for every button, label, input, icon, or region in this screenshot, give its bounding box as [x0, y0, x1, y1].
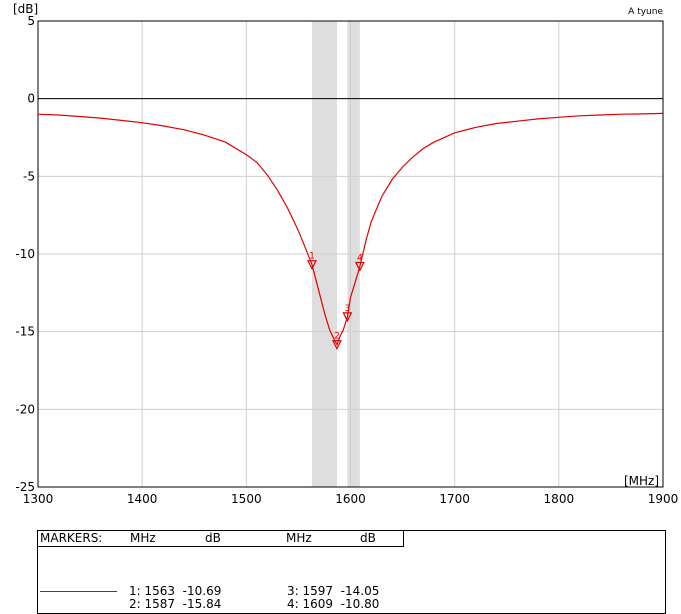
chart-title-right: A tyune — [628, 7, 663, 17]
series-legend-line — [40, 591, 117, 592]
x-tick-label: 1700 — [439, 492, 470, 506]
chart: 1300 1400 1500 1600 1700 1800 1900 5 0 -5 -10 -15 -… — [13, 2, 679, 506]
x-tick-label: 1600 — [335, 492, 366, 506]
marker-table: MARKERS: MHz dB MHz dB 1: 1563 -10.69 3:… — [37, 530, 666, 614]
x-axis-unit: [MHz] — [624, 474, 659, 488]
x-tick-label: 1900 — [648, 492, 679, 506]
plot-frame — [37, 20, 664, 488]
db-column-header: dB — [360, 531, 376, 545]
x-tick-label: 1400 — [127, 492, 158, 506]
marker-triangle — [331, 340, 342, 351]
marker-triangle — [354, 261, 365, 272]
y-tick-label: 5 — [27, 14, 35, 28]
x-tick-label: 1800 — [544, 492, 575, 506]
markers: 1 2 3 4 — [306, 252, 365, 351]
y-tick-labels: 5 0 -5 -10 -15 -20 -25 — [15, 14, 35, 494]
x-tick-label: 1500 — [231, 492, 262, 506]
y-tick-label: -15 — [15, 325, 35, 339]
grid-lines — [37, 20, 664, 488]
y-tick-label: -10 — [15, 247, 35, 261]
marker-row: 1: 1563 -10.69 — [129, 584, 222, 598]
marker-row: 4: 1609 -10.80 — [287, 597, 380, 611]
marker-label: 1 — [309, 252, 315, 262]
marker-triangle — [342, 312, 353, 323]
y-tick-label: -5 — [23, 169, 35, 183]
mhz-column-header: MHz — [286, 531, 312, 545]
series-line — [37, 112, 664, 347]
y-axis-unit: [dB] — [13, 2, 38, 16]
markers-header-label: MARKERS: — [40, 531, 103, 545]
db-column-header: dB — [205, 531, 221, 545]
marker-triangle — [306, 260, 317, 271]
x-tick-label: 1300 — [23, 492, 54, 506]
marker-row: 3: 1597 -14.05 — [287, 584, 380, 598]
mhz-column-header: MHz — [130, 531, 156, 545]
marker-row: 2: 1587 -15.84 — [129, 597, 222, 611]
y-tick-label: -25 — [15, 480, 35, 494]
marker-label: 4 — [357, 253, 363, 263]
marker-label: 2 — [334, 332, 340, 342]
y-tick-label: -20 — [15, 402, 35, 416]
marker-label: 3 — [345, 304, 351, 314]
x-tick-labels: 1300 1400 1500 1600 1700 1800 1900 — [23, 492, 679, 506]
marker-table-header: MARKERS: MHz dB MHz dB — [38, 531, 404, 547]
y-tick-label: 0 — [27, 92, 35, 106]
